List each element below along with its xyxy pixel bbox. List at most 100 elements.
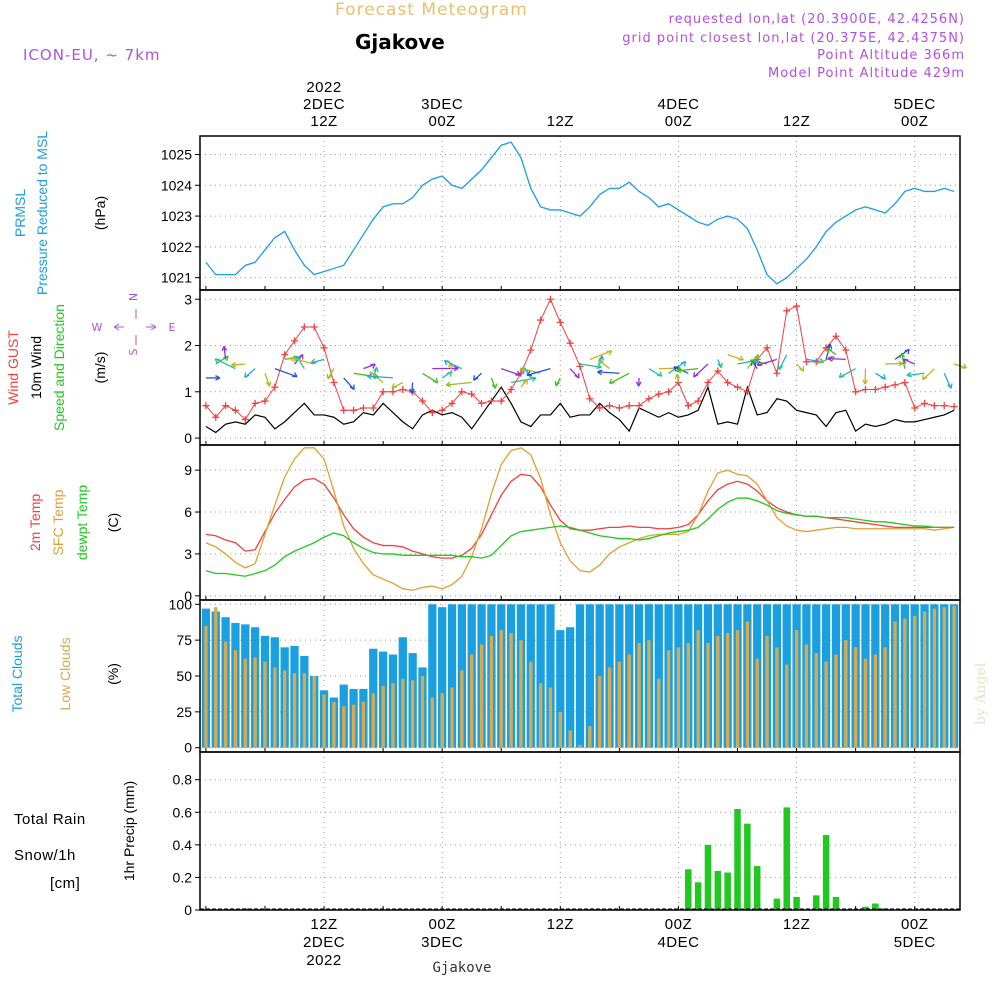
- rain-bar: [813, 895, 820, 910]
- bottom-time-label: 12Z: [783, 916, 810, 933]
- low-cloud-bar: [952, 605, 956, 748]
- top-time-label: 00Z: [665, 113, 692, 130]
- wind-direction-arrowhead: [215, 375, 221, 381]
- y-tick-label: 0.2: [173, 869, 193, 885]
- wind-direction-arrowhead: [298, 353, 304, 360]
- wind-direction-arrowhead: [453, 365, 459, 372]
- low-cloud-bar: [479, 644, 484, 748]
- wind-direction-arrowhead: [265, 381, 272, 387]
- wind-direction-arrowhead: [673, 366, 679, 372]
- wind-gust-marker: [566, 339, 574, 347]
- low-cloud-bar: [627, 654, 631, 748]
- wind-gust-marker: [222, 402, 230, 410]
- wind-direction-arrowhead: [373, 366, 379, 373]
- wind-direction-arrow: [311, 358, 325, 364]
- temp-label-0: 2m Temp: [27, 494, 43, 552]
- pressure-label-msl: Pressure Reduced to MSL: [34, 131, 50, 295]
- top-time-label: 4DEC: [657, 96, 699, 113]
- low-cloud-bar: [273, 667, 277, 748]
- low-cloud-bar: [391, 683, 395, 748]
- y-tick-label: 1: [184, 384, 192, 400]
- bottom-time-label: 2022: [306, 952, 341, 969]
- y-tick-label: 1021: [161, 270, 192, 286]
- low-cloud-bar: [903, 618, 907, 748]
- temp-unit: (C): [105, 513, 121, 532]
- wind-direction-arrow: [579, 363, 602, 368]
- wind-direction-arrowhead: [826, 347, 833, 354]
- rain-bar: [694, 882, 702, 910]
- wind-gust-marker: [606, 402, 614, 410]
- wind-direction-arrowhead: [473, 375, 479, 381]
- wind-direction-arrow: [597, 371, 620, 374]
- bottom-time-label: 12Z: [310, 916, 337, 933]
- y-tick-label: 1022: [161, 239, 192, 255]
- wind-gust-marker: [921, 399, 929, 407]
- wind-direction-arrow: [411, 382, 414, 394]
- wind-gust-marker: [615, 404, 623, 412]
- wind-gust-marker: [861, 385, 869, 393]
- wind-direction-arrow: [501, 368, 521, 376]
- wind-direction-arrowhead: [922, 374, 928, 381]
- pressure-unit: (hPa): [92, 196, 108, 230]
- low-cloud-bar: [401, 678, 405, 748]
- wind-gust-marker: [635, 402, 643, 410]
- wind-direction-arrowhead: [827, 355, 833, 362]
- wind-direction-arrowhead: [244, 372, 250, 379]
- total-cloud-bar: [585, 604, 594, 748]
- wind-direction-arrow: [901, 353, 906, 369]
- rain-bar: [773, 898, 781, 910]
- top-time-label: 12Z: [783, 113, 810, 130]
- low-cloud-bar: [214, 607, 218, 748]
- low-cloud-bar: [725, 632, 730, 748]
- wind-direction-arrowhead: [826, 343, 833, 349]
- wind-direction-arrowhead: [432, 377, 439, 384]
- wind-direction-arrow: [693, 363, 709, 378]
- wind-direction-arrowhead: [717, 362, 723, 368]
- wind-gust-marker: [389, 388, 397, 396]
- low-cloud-bar: [637, 643, 641, 748]
- total-cloud-bar: [438, 607, 447, 748]
- low-cloud-bar: [312, 676, 316, 748]
- wind-gust-marker: [793, 302, 801, 310]
- requested-coords: requested lon,lat (20.3900E, 42.4256N): [669, 12, 965, 27]
- wind-direction-arrowhead: [231, 361, 237, 368]
- panel-frame: [199, 444, 961, 601]
- y-tick-label: 3: [184, 291, 192, 307]
- y-tick-label: 0: [184, 588, 192, 604]
- wind-direction-arrowhead: [749, 358, 756, 365]
- model-name: ICON-EU, ~ 7km: [23, 46, 161, 64]
- wind-unit: (m/s): [92, 352, 108, 384]
- wind-direction-arrowhead: [289, 356, 296, 363]
- y-tick-label: 50: [176, 668, 192, 684]
- wind-gust-marker: [300, 323, 308, 331]
- wind-gust-marker: [802, 358, 810, 366]
- low-cloud-bar: [263, 661, 267, 748]
- wind-gust-marker: [231, 406, 239, 414]
- rain-bar: [793, 896, 800, 910]
- rain-bar: [685, 869, 692, 910]
- wind-gust-marker: [291, 337, 299, 345]
- wind-direction-arrowhead: [491, 383, 498, 389]
- rain-bar: [704, 844, 712, 910]
- wind-direction-arrow: [816, 356, 835, 365]
- wind-direction-arrow: [676, 368, 699, 372]
- low-cloud-bar: [883, 647, 887, 748]
- bottom-time-label: 2DEC: [303, 934, 345, 951]
- wind-direction-arrowhead: [902, 358, 909, 364]
- bottom-time-label: 00Z: [901, 916, 928, 933]
- bottom-time-label: 00Z: [665, 916, 692, 933]
- wind-direction-arrowhead: [326, 373, 333, 380]
- bottom-station-label: Gjakove: [432, 960, 491, 976]
- wind-gust-marker: [212, 413, 220, 421]
- wind-direction-arrowhead: [391, 383, 398, 389]
- rain-bar: [862, 906, 869, 910]
- low-cloud-bar: [460, 670, 464, 748]
- station-name: Gjakove: [355, 30, 445, 54]
- low-cloud-bar: [755, 658, 759, 748]
- wind-direction-arrowhead: [598, 359, 604, 366]
- low-cloud-bar: [509, 632, 513, 748]
- low-cloud-bar: [932, 608, 937, 748]
- wind-gust-marker: [251, 399, 259, 407]
- wind-gust-marker: [202, 402, 210, 410]
- wind-gust-marker: [418, 397, 426, 405]
